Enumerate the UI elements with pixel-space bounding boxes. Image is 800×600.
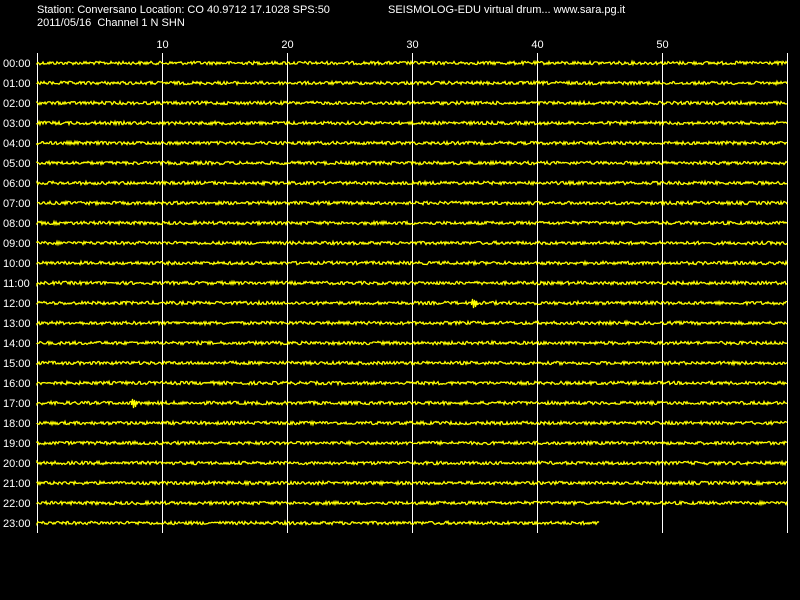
trace-18:00 — [36, 419, 788, 427]
hour-label: 21:00 — [3, 478, 31, 490]
x-tick-label: 20 — [281, 39, 293, 51]
trace-12:00 — [36, 299, 788, 307]
trace-15:00 — [36, 359, 788, 367]
hour-label: 12:00 — [3, 298, 31, 310]
hour-labels: 00:00 01:00 02:00 03:00 04:00 05:00 06:00 07:00… — [3, 58, 31, 530]
x-tick-label: 10 — [156, 39, 168, 51]
hour-label: 08:00 — [3, 218, 31, 230]
trace-06:00 — [36, 179, 788, 187]
hour-label: 17:00 — [3, 398, 31, 410]
trace-08:00 — [36, 219, 788, 227]
hour-label: 10:00 — [3, 258, 31, 270]
trace-05:00 — [36, 159, 788, 167]
hour-label: 04:00 — [3, 138, 31, 150]
trace-00:00 — [36, 59, 788, 67]
hour-label: 19:00 — [3, 438, 31, 450]
hour-label: 14:00 — [3, 338, 31, 350]
trace-07:00 — [36, 199, 788, 207]
trace-09:00 — [36, 239, 788, 247]
trace-13:00 — [36, 319, 788, 327]
product-info: SEISMOLOG-EDU virtual drum... www.sara.p… — [388, 4, 626, 16]
event-spike-17:00 — [130, 398, 139, 409]
trace-02:00 — [36, 99, 787, 107]
trace-14:00 — [36, 339, 788, 347]
hour-label: 13:00 — [3, 318, 31, 330]
hour-label: 18:00 — [3, 418, 31, 430]
trace-17:00 — [36, 399, 788, 407]
hour-label: 22:00 — [3, 498, 31, 510]
x-tick-label: 30 — [406, 39, 418, 51]
date-channel-info: 2011/05/16 Channel 1 N SHN — [37, 17, 185, 29]
hour-label: 20:00 — [3, 458, 31, 470]
station-info: Station: Conversano Location: CO 40.9712… — [37, 4, 330, 16]
hour-label: 06:00 — [3, 178, 31, 190]
trace-23:00 — [36, 519, 600, 527]
hour-label: 15:00 — [3, 358, 31, 370]
trace-03:00 — [36, 119, 788, 127]
trace-19:00 — [36, 439, 788, 447]
x-tick-label: 50 — [656, 39, 668, 51]
grid-lines — [37, 53, 788, 533]
hour-label: 23:00 — [3, 518, 31, 530]
trace-22:00 — [36, 499, 788, 507]
hour-label: 16:00 — [3, 378, 31, 390]
hour-label: 01:00 — [3, 78, 31, 90]
trace-21:00 — [36, 479, 788, 487]
trace-10:00 — [36, 259, 788, 267]
seismic-traces — [36, 59, 788, 527]
trace-04:00 — [36, 139, 788, 147]
hour-label: 05:00 — [3, 158, 31, 170]
trace-20:00 — [36, 459, 788, 467]
trace-11:00 — [36, 279, 788, 287]
x-tick-label: 40 — [531, 39, 543, 51]
hour-label: 02:00 — [3, 98, 31, 110]
trace-01:00 — [36, 79, 788, 87]
hour-label: 03:00 — [3, 118, 31, 130]
hour-label: 00:00 — [3, 58, 31, 70]
event-spike-12:00 — [470, 298, 479, 309]
hour-label: 07:00 — [3, 198, 31, 210]
hour-label: 09:00 — [3, 238, 31, 250]
hour-label: 11:00 — [3, 278, 30, 290]
trace-16:00 — [36, 379, 788, 387]
x-tick-labels: 10 20 30 40 50 — [156, 39, 668, 51]
